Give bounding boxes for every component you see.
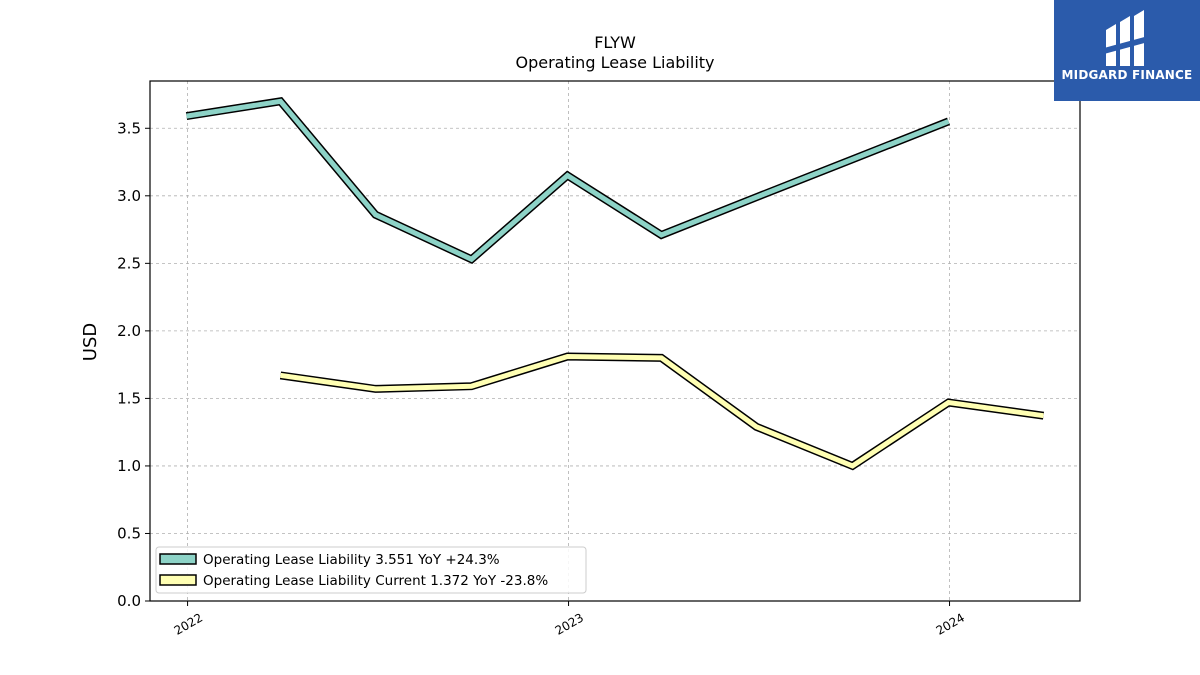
y-tick-label: 3.0 [117, 187, 141, 205]
legend-swatch-2 [159, 574, 197, 586]
y-tick-label: 2.5 [117, 254, 141, 272]
series-stroke [186, 98, 950, 263]
logo-mark-icon [1104, 10, 1148, 66]
series-stroke [280, 353, 1044, 469]
chart-subtitle: Operating Lease Liability [515, 53, 714, 72]
x-tick-label: 2024 [934, 610, 967, 637]
logo: MIDGARD FINANCE [1054, 0, 1200, 101]
y-tick-label: 3.5 [117, 119, 141, 137]
legend: Operating Lease Liability 3.551 YoY +24.… [155, 546, 587, 594]
series-layer [185, 96, 1045, 471]
y-tick-label: 1.0 [117, 457, 141, 475]
series-line-2 [279, 352, 1045, 471]
logo-text: MIDGARD FINANCE [1061, 68, 1193, 82]
y-axis-label: USD [80, 323, 101, 361]
legend-box [155, 546, 587, 594]
legend-swatch-1 [159, 553, 197, 565]
grid [150, 81, 1080, 602]
plot-frame [149, 80, 1081, 602]
chart-title: FLYW [594, 33, 636, 52]
series-line-1 [185, 96, 950, 265]
y-tick-label: 0.0 [117, 592, 141, 610]
legend-label-1: Operating Lease Liability 3.551 YoY +24.… [203, 552, 500, 568]
y-tick-label: 1.5 [117, 389, 141, 407]
y-tick-label: 2.0 [117, 322, 141, 340]
x-tick-label: 2022 [172, 610, 205, 637]
legend-label-2: Operating Lease Liability Current 1.372 … [203, 573, 548, 589]
y-tick-label: 0.5 [117, 524, 141, 542]
x-tick-label: 2023 [553, 610, 586, 637]
series-outline [279, 352, 1045, 471]
